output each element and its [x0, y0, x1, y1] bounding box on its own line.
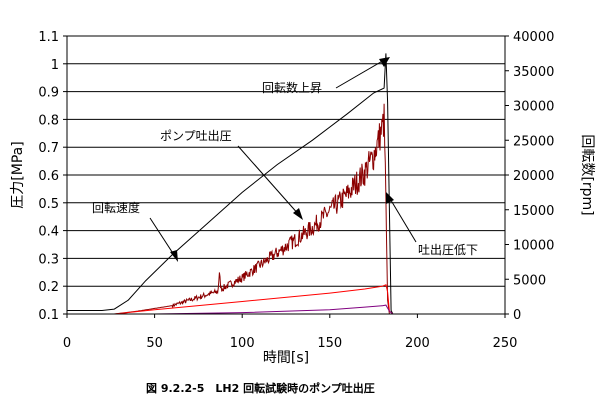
x-tick-label-2: 100 — [230, 336, 255, 351]
series-line-3 — [67, 304, 505, 315]
figure-caption: 図 9.2.2-5 LH2 回転試験時のポンプ吐出圧 — [146, 381, 375, 395]
x-tick-label-5: 250 — [493, 336, 518, 351]
y-left-tick-label-0: 0.1 — [38, 308, 59, 323]
y-right-tick-label-3: 15000 — [513, 204, 554, 219]
y-right-tick-label-1: 5000 — [513, 273, 546, 288]
tick-labels: 0.10.20.30.40.50.60.70.80.911.1050001000… — [38, 30, 554, 351]
arrowhead-pump-discharge — [293, 208, 303, 220]
x-tick-label-3: 150 — [317, 336, 342, 351]
y-axis-right-title: 回転数[rpm] — [579, 134, 595, 215]
x-axis-title: 時間[s] — [263, 350, 309, 366]
arrowhead-rotation-speed — [170, 250, 178, 262]
y-left-tick-label-4: 0.5 — [38, 197, 59, 212]
x-tick-label-1: 50 — [146, 336, 163, 351]
y-left-tick-label-9: 1 — [51, 58, 59, 73]
series-line-2 — [67, 284, 505, 315]
annotation-arrow-pump-discharge — [237, 145, 301, 217]
x-tick-label-4: 200 — [405, 336, 430, 351]
y-left-tick-label-6: 0.7 — [38, 141, 59, 156]
arrowhead-discharge-drop — [386, 192, 394, 204]
y-left-tick-label-8: 0.9 — [38, 86, 59, 101]
annotation-pump-discharge: ポンプ吐出圧 — [160, 129, 232, 143]
y-left-tick-label-10: 1.1 — [38, 30, 59, 45]
arrowhead-rotation-rise — [379, 57, 390, 67]
annotations: 回転数上昇 ポンプ吐出圧 回転速度 吐出圧低下 — [92, 57, 478, 262]
y-left-tick-label-5: 0.6 — [38, 169, 59, 184]
y-left-tick-label-2: 0.3 — [38, 252, 59, 267]
y-axis-left-title: 圧力[MPa] — [10, 141, 26, 208]
x-tick-label-0: 0 — [63, 336, 71, 351]
y-left-tick-label-1: 0.2 — [38, 280, 59, 295]
y-right-tick-label-2: 10000 — [513, 239, 554, 254]
gridlines — [67, 35, 505, 315]
annotation-discharge-drop: 吐出圧低下 — [418, 243, 478, 257]
y-right-tick-label-4: 20000 — [513, 169, 554, 184]
y-left-tick-label-3: 0.4 — [38, 225, 59, 240]
annotation-arrow-rotation-speed — [149, 217, 177, 259]
y-right-tick-label-8: 40000 — [513, 30, 554, 45]
y-right-tick-label-7: 35000 — [513, 65, 554, 80]
series-line-0 — [67, 53, 505, 315]
annotation-arrow-discharge-drop — [388, 196, 417, 243]
y-left-tick-label-7: 0.8 — [38, 113, 59, 128]
y-right-tick-label-5: 25000 — [513, 134, 554, 149]
annotation-rotation-rise: 回転数上昇 — [262, 80, 322, 95]
annotation-arrow-rotation-rise — [335, 58, 387, 89]
y-right-tick-label-6: 30000 — [513, 100, 554, 115]
annotation-rotation-speed: 回転速度 — [92, 200, 140, 215]
y-right-tick-label-0: 0 — [513, 308, 521, 323]
